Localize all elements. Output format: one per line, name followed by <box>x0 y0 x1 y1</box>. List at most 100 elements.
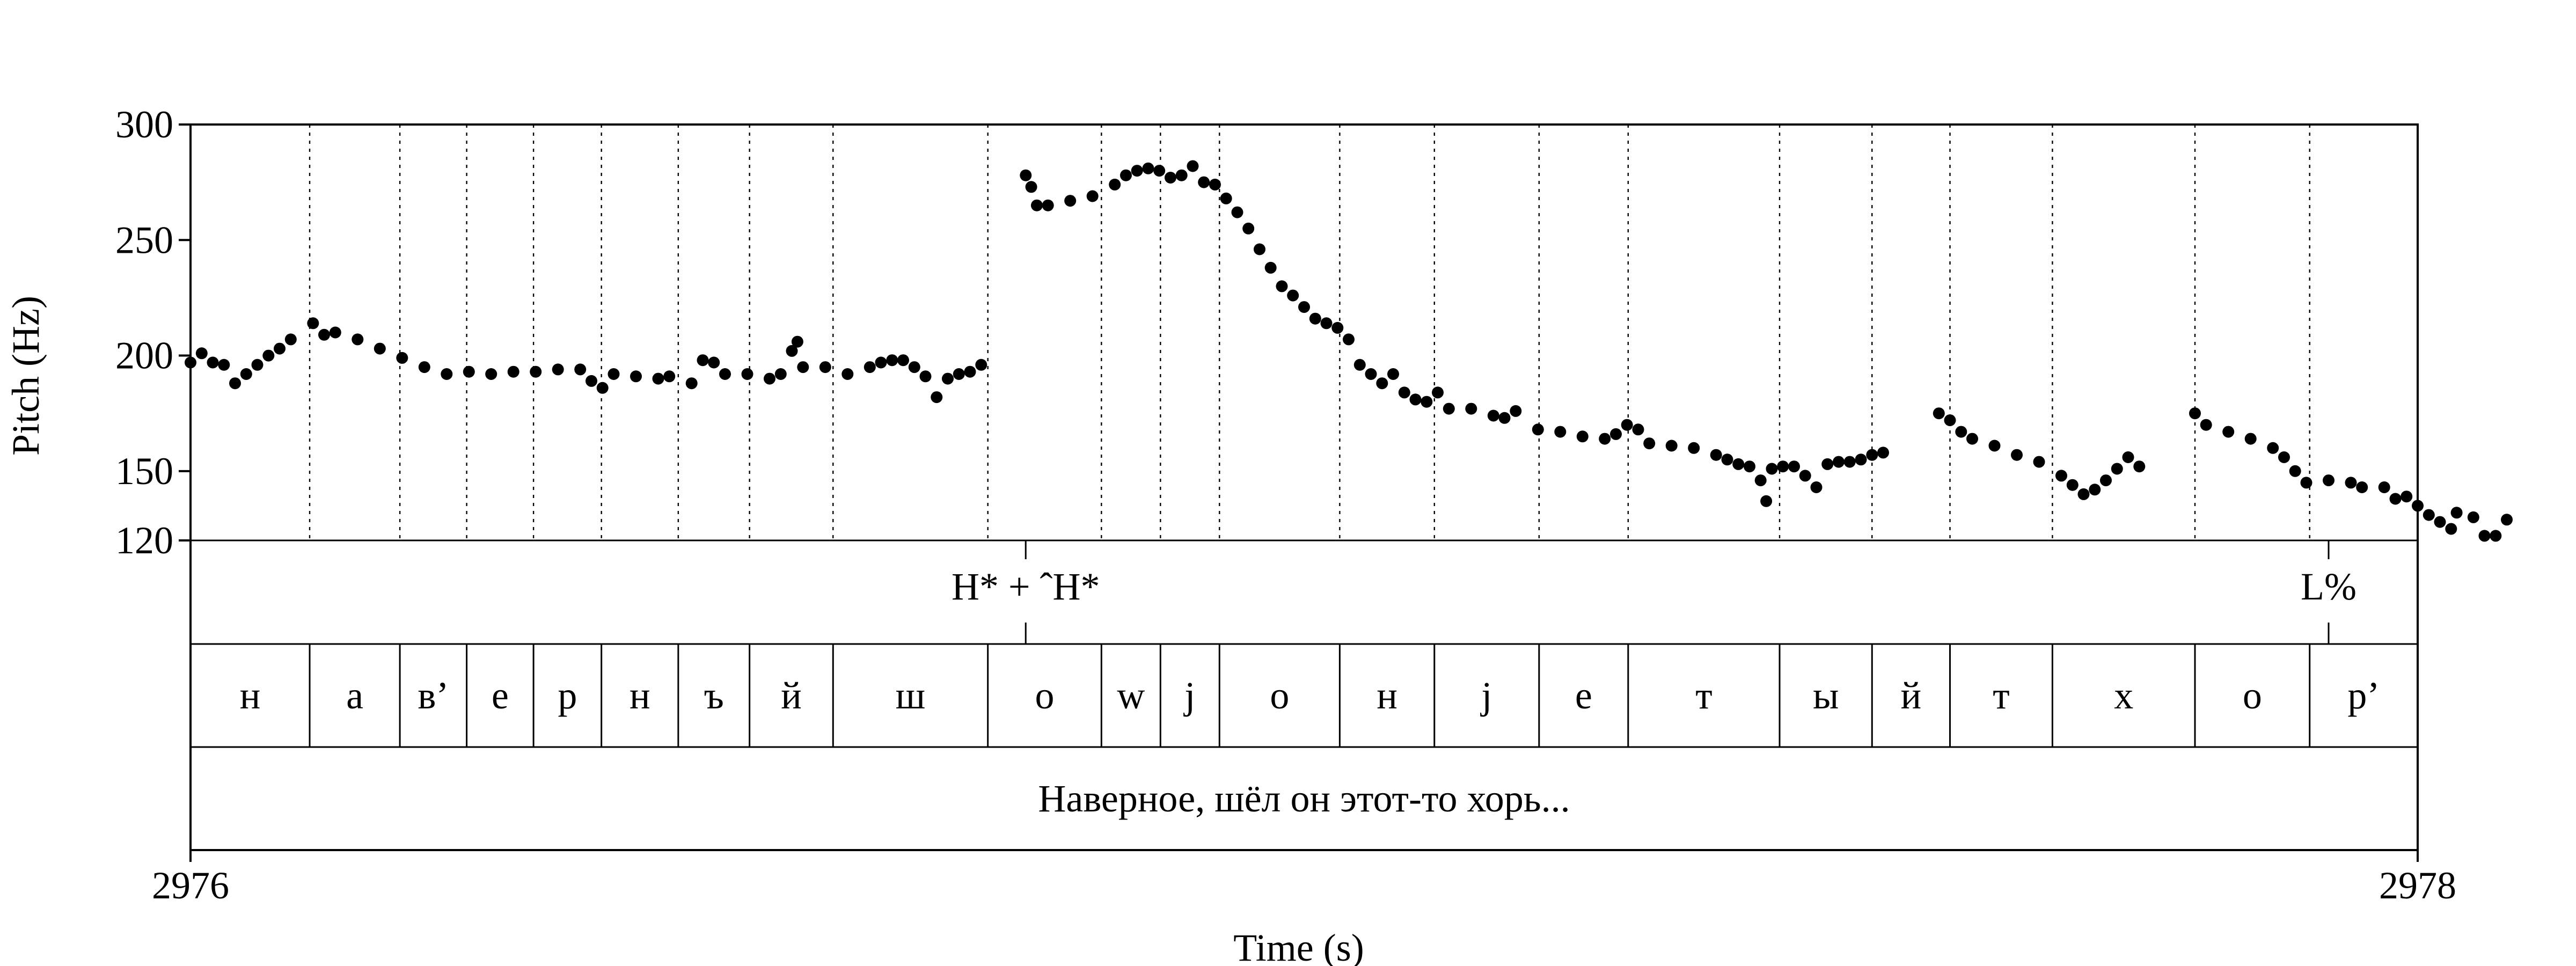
pitch-point <box>2300 477 2312 489</box>
pitch-point <box>218 358 230 371</box>
pitch-point <box>2077 488 2090 500</box>
pitch-point <box>1142 162 1154 174</box>
pitch-point <box>2490 530 2502 542</box>
pitch-point <box>1031 199 1043 211</box>
pitch-point <box>1966 433 1978 445</box>
pitch-point <box>1298 301 1310 313</box>
pitch-point <box>284 333 297 346</box>
pitch-point <box>786 345 798 357</box>
pitch-point <box>1955 426 1967 438</box>
segment-label: р’ <box>2347 674 2380 717</box>
pitch-point <box>463 365 475 378</box>
pitch-point <box>2066 479 2079 491</box>
pitch-point <box>1398 386 1410 399</box>
x-tick-label: 2976 <box>152 864 229 907</box>
pitch-point <box>2122 451 2134 463</box>
pitch-point <box>2323 474 2334 487</box>
pitch-point <box>931 391 943 404</box>
pitch-point <box>1209 178 1221 191</box>
pitch-point <box>797 361 809 374</box>
segment-label: о <box>1270 674 1289 717</box>
pitch-point <box>1732 458 1745 470</box>
segment-label: р <box>558 674 577 717</box>
pitch-point <box>1576 430 1589 443</box>
pitch-point <box>1777 460 1789 473</box>
y-axis-label: Pitch (Hz) <box>4 296 47 456</box>
segment-label: й <box>781 674 802 717</box>
pitch-point <box>1387 368 1399 380</box>
pitch-point <box>1331 321 1344 334</box>
pitch-point <box>774 368 787 380</box>
pitch-point <box>1833 456 1845 468</box>
pitch-point <box>953 368 965 380</box>
pitch-point <box>1988 440 2001 452</box>
pitch-point <box>719 368 731 380</box>
segment-label: н <box>1377 674 1397 717</box>
annotation-tiers: H* + ˆH* L%н а в’ е р н ъ й ш о w j о н j е т ы й т х о р’Навер… <box>191 539 2418 820</box>
segment-label: х <box>2114 674 2133 717</box>
pitch-point <box>1264 261 1277 274</box>
pitch-point <box>441 368 453 380</box>
segment-label: в’ <box>418 674 449 717</box>
pitch-point <box>2033 456 2045 468</box>
pitch-point <box>418 361 430 374</box>
pitch-point <box>2450 507 2463 519</box>
pitch-point <box>1276 280 1288 292</box>
pitch-point <box>207 356 219 369</box>
pitch-point <box>1409 393 1422 406</box>
pitch-point <box>274 342 286 355</box>
pitch-point <box>574 363 587 376</box>
pitch-point <box>2011 449 2023 461</box>
pitch-point <box>1231 206 1243 218</box>
pitch-point <box>1866 449 1878 461</box>
pitch-point <box>1187 160 1199 172</box>
segment-boundary-grid <box>309 125 2310 540</box>
pitch-point <box>1042 199 1054 211</box>
pitch-point <box>1498 412 1511 424</box>
segment-label: w <box>1117 674 1145 717</box>
segment-label: ъ <box>704 674 724 717</box>
pitch-point <box>251 358 264 371</box>
x-axis-label: Time (s) <box>1233 926 1364 966</box>
pitch-point <box>1343 333 1355 346</box>
segment-label: о <box>1035 674 1055 717</box>
pitch-point <box>586 375 597 387</box>
pitch-point <box>1754 474 1767 487</box>
pitch-point <box>318 328 330 341</box>
pitch-point <box>596 382 609 394</box>
pitch-point <box>2445 523 2457 535</box>
pitch-point <box>1933 407 1945 420</box>
pitch-point <box>1760 495 1773 507</box>
pitch-point <box>2289 465 2301 477</box>
axes: 300 250 200 150 120 2976 2978 <box>115 103 2456 907</box>
pitch-point <box>2244 433 2257 445</box>
pitch-point <box>2389 493 2402 505</box>
pitch-point <box>791 335 803 348</box>
segment-label: о <box>2243 674 2262 717</box>
segment-label: т <box>1993 674 2009 717</box>
pitch-point <box>2089 484 2101 496</box>
segment-label: т <box>1695 674 1712 717</box>
pitch-point <box>841 368 854 380</box>
pitch-point <box>1220 192 1232 204</box>
pitch-point <box>1621 419 1633 431</box>
pitch-point <box>1465 402 1477 415</box>
pitch-point <box>2378 481 2390 493</box>
segment-label: н <box>240 674 261 717</box>
pitch-points <box>185 160 2513 542</box>
pitch-point <box>1788 460 1800 473</box>
pitch-point <box>1287 289 1299 302</box>
pitch-point <box>2133 460 2146 473</box>
pitch-point <box>2501 514 2513 526</box>
pitch-point <box>1153 165 1166 177</box>
pitch-point <box>1632 423 1644 436</box>
pitch-point <box>2434 516 2446 528</box>
pitch-point <box>1510 405 1522 417</box>
pitch-point <box>262 349 275 362</box>
pitch-point <box>1821 458 1834 470</box>
pitch-point <box>1554 426 1567 438</box>
pitch-point <box>1109 178 1121 191</box>
pitch-point <box>1944 414 1956 427</box>
pitch-point <box>1843 456 1856 468</box>
